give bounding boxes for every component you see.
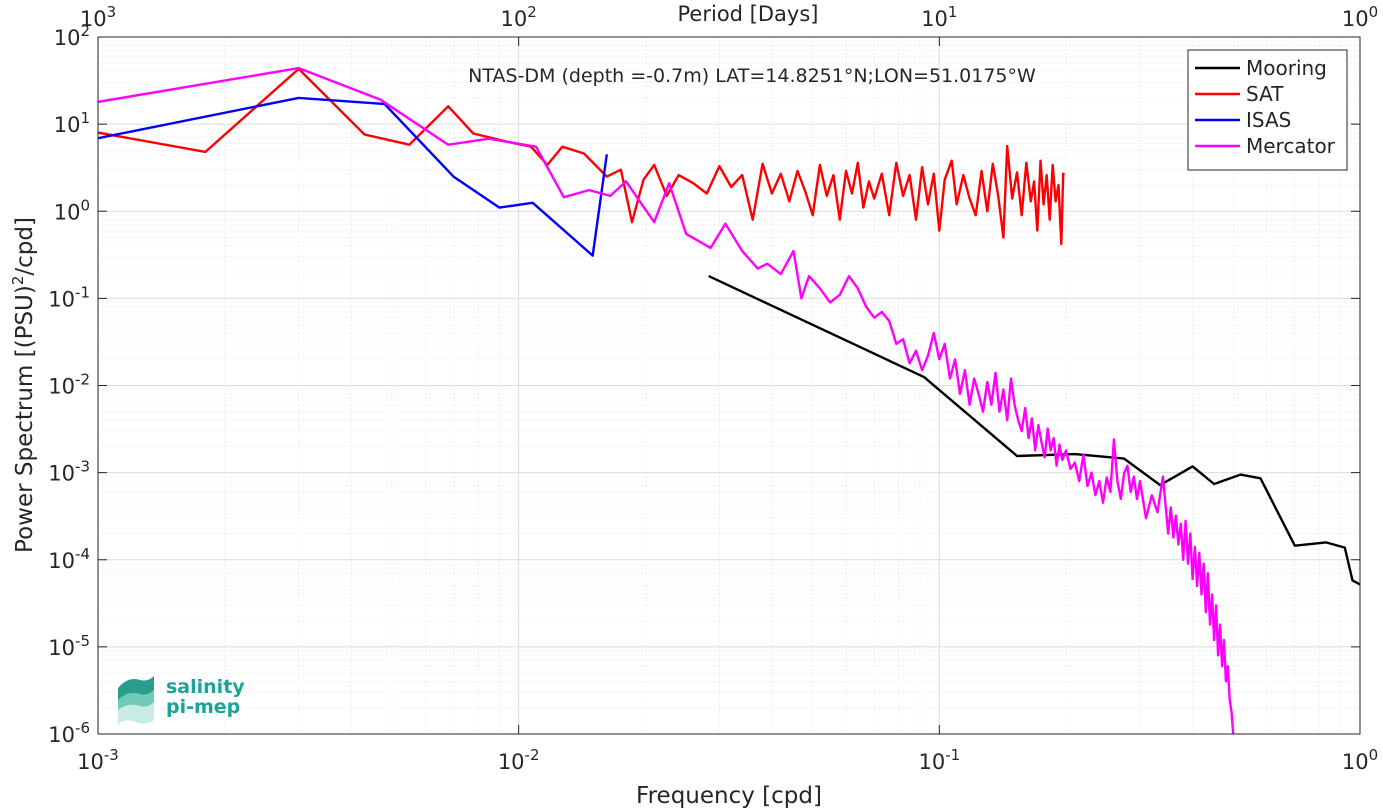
series-line-isas bbox=[98, 96, 608, 257]
waves-icon bbox=[118, 676, 154, 724]
legend-label-mooring: Mooring bbox=[1246, 56, 1327, 80]
y-tick-label: 100 bbox=[54, 196, 90, 224]
series-layer bbox=[98, 66, 1360, 734]
x-tick-label: 10-1 bbox=[918, 746, 960, 774]
salinity-pi-mep-logo: salinity pi-mep bbox=[118, 676, 245, 724]
top-tick-label: 103 bbox=[80, 3, 116, 31]
y-tick-label: 10-3 bbox=[48, 458, 90, 486]
logo-text-line1: salinity bbox=[166, 676, 245, 698]
y-tick-label: 10-4 bbox=[48, 545, 90, 573]
top-axis-label: Period [Days] bbox=[678, 2, 819, 26]
x-tick-label: 10-2 bbox=[498, 746, 540, 774]
legend-box bbox=[1187, 49, 1348, 171]
top-tick-label: 102 bbox=[501, 3, 537, 31]
y-tick-label: 10-6 bbox=[48, 719, 90, 747]
axis-ticks bbox=[97, 36, 1361, 735]
legend-label-sat: SAT bbox=[1246, 82, 1284, 106]
series-line-mercator bbox=[98, 66, 1235, 734]
x-axis-label: Frequency [cpd] bbox=[636, 783, 822, 809]
x-tick-label: 100 bbox=[1342, 746, 1378, 774]
legend-label-mercator: Mercator bbox=[1246, 134, 1336, 158]
x-tick-label: 10-3 bbox=[77, 746, 119, 774]
y-axis-label: Power Spectrum [(PSU)2/cpd] bbox=[9, 217, 38, 553]
logo-text-line2: pi-mep bbox=[166, 696, 240, 718]
y-tick-label: 10-2 bbox=[48, 371, 90, 399]
top-tick-label: 100 bbox=[1342, 3, 1378, 31]
y-tick-label: 10-1 bbox=[48, 283, 90, 311]
y-tick-label: 102 bbox=[54, 22, 90, 50]
top-tick-label: 101 bbox=[921, 3, 957, 31]
y-tick-label: 101 bbox=[54, 109, 90, 137]
y-tick-label: 10-5 bbox=[48, 632, 90, 660]
series-line-mooring bbox=[708, 275, 1360, 586]
series-line-sat bbox=[98, 67, 1066, 246]
chart-title: NTAS-DM (depth =-0.7m) LAT=14.8251°N;LON… bbox=[468, 65, 1036, 87]
legend-label-isas: ISAS bbox=[1246, 108, 1291, 132]
